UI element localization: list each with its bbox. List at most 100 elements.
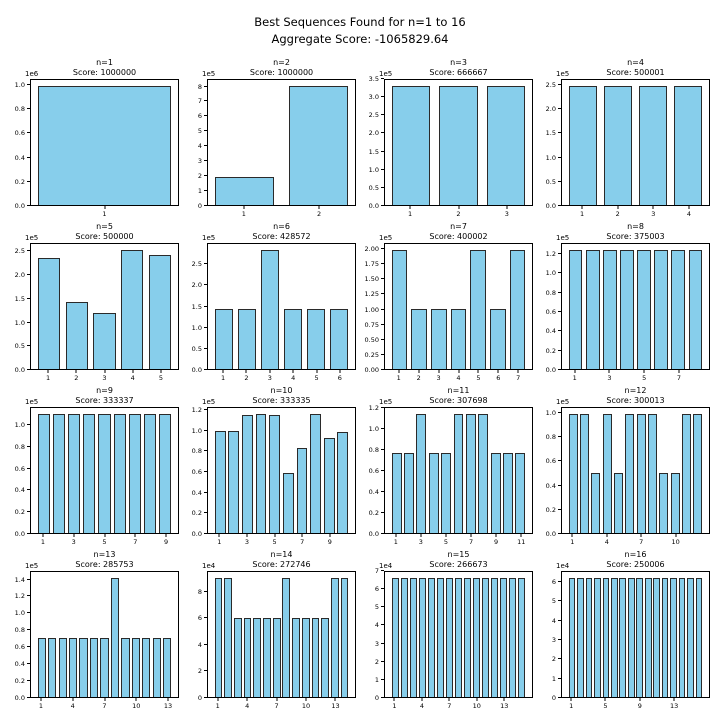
bar-3 bbox=[487, 85, 526, 205]
x-tick-label: 5 bbox=[102, 538, 107, 546]
x-tick-label: 3 bbox=[436, 374, 441, 382]
y-axis: 0.0 0.5 1.0 1.5 2.0 2.5 3.0 3.5 bbox=[360, 75, 384, 210]
y-tick-mark bbox=[204, 429, 207, 431]
y-tick-label: 4 bbox=[374, 621, 379, 630]
y-tick-mark bbox=[381, 132, 384, 134]
y-tick-mark bbox=[381, 293, 384, 295]
x-tick-mark bbox=[606, 534, 608, 537]
y-tick-label: 2.0 bbox=[14, 271, 25, 280]
y-tick-mark bbox=[558, 272, 561, 274]
y-axis-offset-label: 1e5 bbox=[202, 234, 216, 242]
bar-4 bbox=[283, 309, 303, 369]
x-tick-label: 4 bbox=[604, 538, 609, 546]
bar-9 bbox=[636, 577, 644, 697]
subplot-title-score: Score: 285753 bbox=[75, 560, 134, 570]
y-tick-mark bbox=[381, 427, 384, 429]
y-tick-label: 0.0 bbox=[191, 530, 202, 538]
subplot-title-score: Score: 333337 bbox=[75, 396, 134, 406]
y-tick-label: 8 bbox=[197, 587, 202, 596]
y-tick-label: 1.0 bbox=[191, 426, 202, 435]
y-tick-label: 4 bbox=[551, 616, 556, 625]
bar-5 bbox=[149, 254, 172, 369]
y-axis: 0 1 2 3 4 5 6 7 bbox=[360, 567, 384, 702]
x-tick-label: 9 bbox=[327, 538, 332, 546]
x-tick-mark bbox=[640, 534, 642, 537]
y-tick-mark bbox=[381, 263, 384, 265]
y-tick-label: 2.00 bbox=[364, 245, 379, 254]
plot-area bbox=[30, 571, 179, 698]
y-tick-label: 1.2 bbox=[14, 592, 25, 601]
y-tick-label: 0.6 bbox=[14, 129, 25, 138]
x-axis: 1 4 7 10 bbox=[561, 534, 710, 547]
bar-11 bbox=[142, 637, 151, 697]
x-tick-label: 5 bbox=[314, 374, 319, 382]
y-tick-label: 2.5 bbox=[191, 260, 202, 269]
x-tick-label: 2 bbox=[456, 210, 461, 218]
y-tick-label: 0.0 bbox=[14, 530, 25, 538]
x-tick-label: 5 bbox=[158, 374, 164, 382]
x-tick-label: 7 bbox=[274, 702, 279, 710]
y-tick-label: 1.0 bbox=[14, 609, 25, 618]
subplot-n12: n=12 Score: 300013 1e5 0.0 0.2 0.4 0.6 0.8 1.0 1 4… bbox=[537, 384, 714, 548]
y-tick-label: 0.0 bbox=[545, 366, 556, 374]
subplot-title: n=8 Score: 375003 bbox=[561, 222, 710, 243]
x-tick-label: 4 bbox=[291, 374, 296, 382]
x-tick-mark bbox=[276, 698, 278, 701]
x-tick-label: 7 bbox=[516, 374, 521, 382]
x-tick-label: 5 bbox=[443, 538, 449, 546]
bar-5 bbox=[79, 637, 88, 697]
bar-10 bbox=[337, 432, 349, 533]
bar-12 bbox=[152, 637, 161, 697]
y-tick-mark bbox=[204, 85, 207, 87]
y-tick-mark bbox=[27, 445, 30, 447]
bar-15 bbox=[518, 577, 526, 697]
bar-9 bbox=[323, 438, 335, 533]
x-tick-label: 2 bbox=[74, 374, 79, 382]
subplot-n5: n=5 Score: 500000 1e5 0.0 0.5 1.0 1.5 2.0 2.5 1 2 3… bbox=[6, 220, 183, 384]
y-tick-label: 0.75 bbox=[364, 320, 379, 329]
y-axis: 0.0 0.2 0.4 0.6 0.8 1.0 bbox=[6, 79, 30, 210]
bar-8 bbox=[478, 413, 489, 533]
y-tick-label: 0.8 bbox=[368, 445, 379, 454]
x-tick-label: 1 bbox=[45, 374, 51, 382]
x-tick-label: 2 bbox=[244, 374, 249, 382]
y-tick-mark bbox=[204, 408, 207, 410]
y-tick-label: 0.0 bbox=[545, 202, 556, 210]
plot-area bbox=[30, 243, 179, 370]
x-tick-mark bbox=[639, 698, 641, 701]
y-tick-mark bbox=[558, 697, 561, 698]
bar-13 bbox=[670, 577, 677, 697]
x-tick-mark bbox=[495, 534, 497, 537]
subplot-title: n=16 Score: 250006 bbox=[561, 550, 710, 571]
x-tick-mark bbox=[673, 698, 675, 701]
bar-6 bbox=[329, 309, 349, 369]
x-tick-mark bbox=[218, 534, 220, 537]
x-tick-mark bbox=[395, 534, 397, 537]
subplot-title-score: Score: 666667 bbox=[429, 68, 488, 78]
bar-5 bbox=[441, 453, 452, 533]
y-tick-mark bbox=[558, 600, 561, 602]
bar-2 bbox=[580, 413, 590, 533]
x-tick-label: 1 bbox=[579, 210, 585, 218]
y-tick-mark bbox=[27, 629, 30, 631]
x-tick-label: 4 bbox=[686, 210, 692, 218]
bar-3 bbox=[241, 414, 253, 533]
x-tick-label: 5 bbox=[476, 374, 481, 382]
bar-9 bbox=[490, 453, 501, 533]
y-tick-label: 0.4 bbox=[191, 488, 202, 497]
y-tick-label: 0.0 bbox=[191, 366, 202, 374]
y-tick-label: 0.0 bbox=[14, 366, 25, 374]
bar-3 bbox=[639, 85, 668, 205]
plot-area bbox=[30, 79, 179, 206]
bar-12 bbox=[491, 577, 499, 697]
y-tick-label: 0.6 bbox=[545, 307, 556, 316]
subplot-title: n=5 Score: 500000 bbox=[30, 222, 179, 243]
bar-14 bbox=[340, 577, 349, 697]
bar-6 bbox=[610, 577, 618, 697]
subplot-title: n=15 Score: 266673 bbox=[384, 550, 533, 571]
subplot-title: n=9 Score: 333337 bbox=[30, 386, 179, 407]
x-tick-mark bbox=[42, 534, 44, 537]
bar-11 bbox=[653, 577, 661, 697]
x-tick-label: 4 bbox=[130, 374, 135, 382]
bar-6 bbox=[282, 472, 294, 533]
